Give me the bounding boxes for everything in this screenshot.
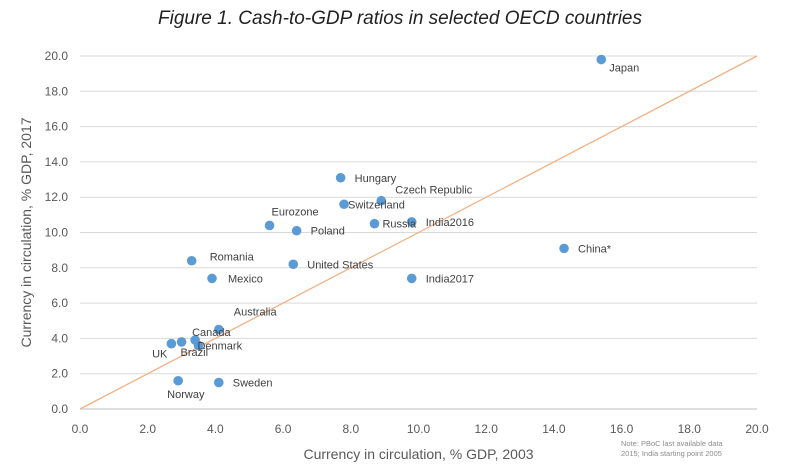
- y-tick-label: 0.0: [51, 402, 68, 416]
- data-point-label: China*: [578, 243, 612, 255]
- data-point: [173, 375, 183, 386]
- y-tick-label: 10.0: [45, 226, 69, 240]
- x-tick-label: 10.0: [407, 422, 431, 436]
- data-point: [291, 225, 302, 236]
- data-point: [339, 199, 349, 210]
- data-point: [166, 338, 177, 349]
- data-point-label: Sweden: [233, 378, 273, 390]
- y-axis-title: Currency in circulation, % GDP, 2017: [18, 117, 34, 347]
- x-tick-label: 12.0: [475, 422, 499, 436]
- data-point-label: Eurozone: [272, 206, 319, 218]
- data-point: [559, 243, 569, 254]
- y-tick-label: 6.0: [51, 296, 68, 310]
- reference-line: [79, 55, 758, 410]
- chart-title: Figure 1. Cash-to-GDP ratios in selected…: [158, 8, 642, 29]
- data-point: [335, 172, 346, 183]
- data-point: [264, 220, 275, 231]
- data-point-label: Hungary: [355, 173, 397, 185]
- data-point: [213, 324, 224, 335]
- data-point-label: Mexico: [228, 273, 263, 285]
- y-tick-label: 20.0: [45, 49, 69, 63]
- data-point: [288, 259, 299, 270]
- data-point: [376, 195, 387, 206]
- data-point-label: Romania: [210, 252, 255, 264]
- data-point: [193, 340, 204, 351]
- data-point: [369, 218, 380, 229]
- data-point: [406, 217, 417, 227]
- footnote-line: Note: PBoC last available data: [621, 439, 724, 448]
- data-point: [186, 255, 197, 266]
- data-point-label: Australia: [234, 307, 278, 319]
- x-tick-label: 6.0: [275, 422, 292, 436]
- y-tick-label: 14.0: [45, 155, 69, 169]
- data-point-label: Brazil: [181, 347, 209, 359]
- data-point: [207, 273, 217, 284]
- data-point-label: UK: [152, 349, 168, 361]
- y-tick-label: 2.0: [51, 367, 68, 381]
- data-point-label: Russia: [382, 219, 417, 231]
- x-tick-label: 16.0: [610, 422, 634, 436]
- x-tick-label: 2.0: [139, 422, 156, 436]
- data-point-label: Norway: [167, 389, 205, 401]
- data-point-label: Canada: [192, 327, 231, 339]
- data-point-label: Japan: [609, 63, 639, 75]
- x-tick-label: 0.0: [72, 422, 89, 436]
- x-tick-label: 18.0: [678, 422, 702, 436]
- x-tick-label: 20.0: [745, 422, 769, 436]
- data-point: [596, 54, 607, 65]
- y-tick-label: 18.0: [45, 84, 69, 98]
- x-tick-label: 4.0: [207, 422, 224, 436]
- x-tick-label: 14.0: [542, 422, 566, 436]
- y-tick-label: 16.0: [45, 120, 69, 134]
- footnote-line: 2015; India starting point 2005: [621, 449, 722, 458]
- data-point-label: United States: [307, 259, 374, 271]
- data-point: [176, 337, 187, 347]
- data-point: [406, 273, 417, 284]
- data-point-label: India2017: [426, 273, 474, 285]
- data-point-label: Poland: [311, 226, 345, 238]
- data-point-label: Denmark: [197, 340, 242, 352]
- data-point: [213, 377, 224, 388]
- data-point-label: Czech Republic: [395, 185, 473, 197]
- x-tick-label: 8.0: [342, 422, 359, 436]
- y-tick-label: 8.0: [51, 261, 68, 275]
- x-axis-title: Currency in circulation, % GDP, 2003: [303, 446, 533, 462]
- data-point-label: Switzerland: [348, 199, 405, 211]
- y-tick-label: 12.0: [45, 190, 69, 204]
- y-tick-label: 4.0: [51, 331, 68, 345]
- data-point-label: India2016: [426, 217, 474, 229]
